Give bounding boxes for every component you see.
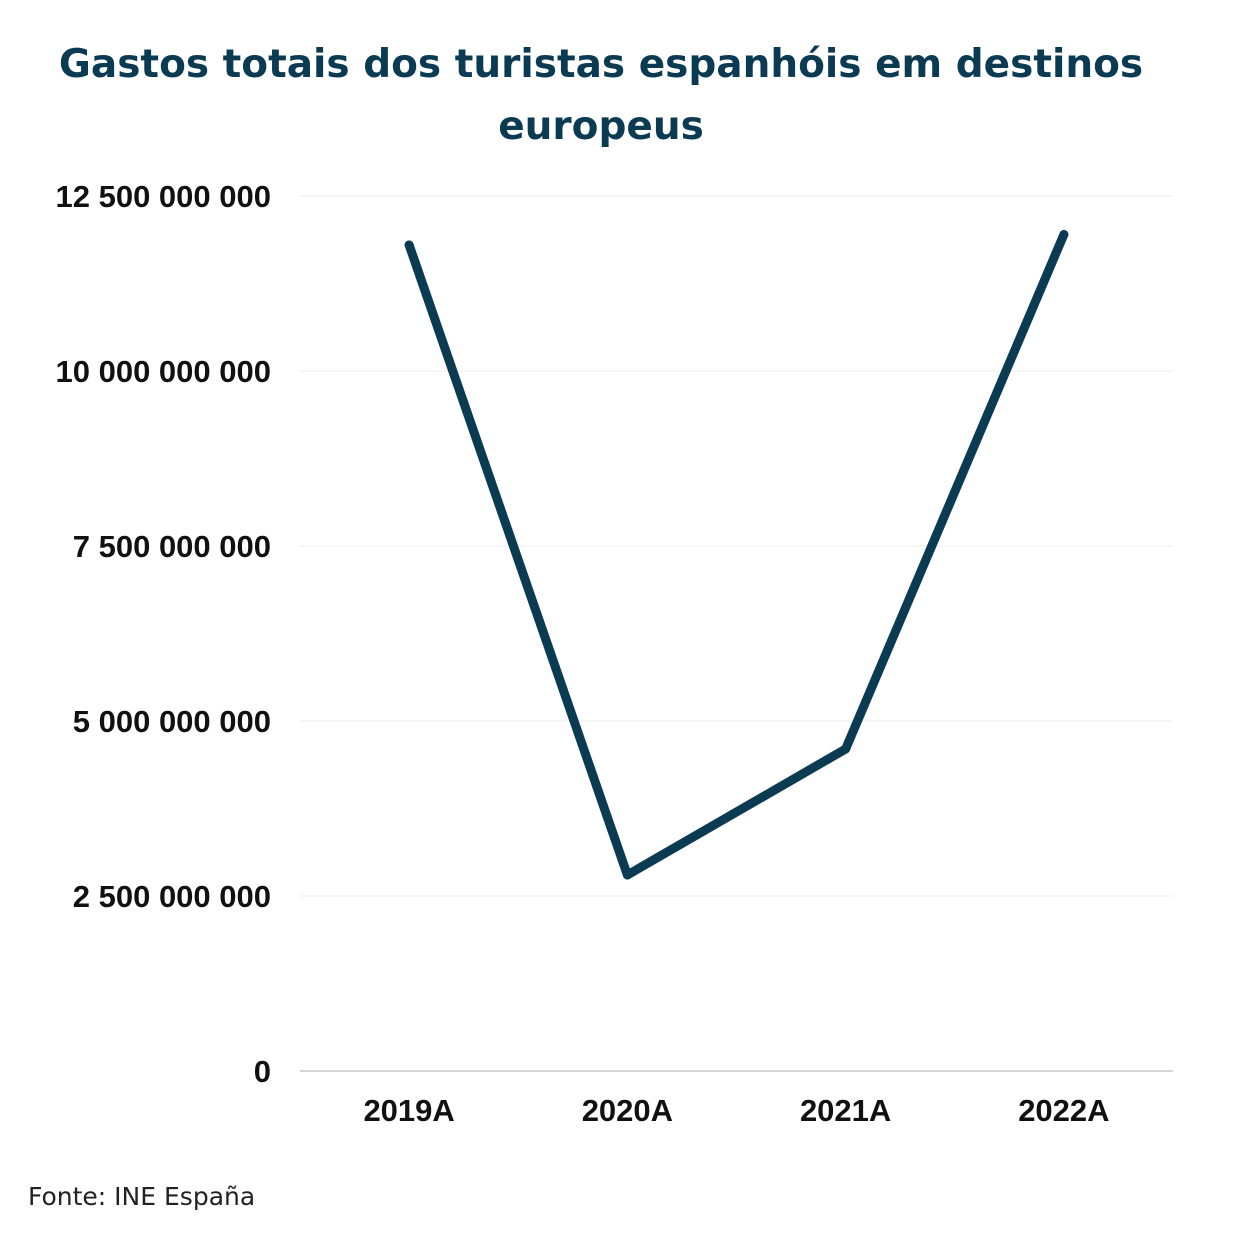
- y-tick-label: 10 000 000 000: [56, 354, 272, 389]
- chart-title: Gastos totais dos turistas espanhóis em …: [58, 42, 1144, 149]
- y-tick-label: 0: [254, 1054, 271, 1089]
- data-point: [404, 240, 414, 250]
- x-tick-label: 2022A: [1018, 1093, 1109, 1128]
- series-layer: [404, 230, 1069, 880]
- y-tick-label: 12 500 000 000: [56, 179, 272, 214]
- x-axis-ticks: 2019A 2020A 2021A 2022A: [363, 1093, 1109, 1128]
- source-note: Fonte: INE España: [28, 1182, 256, 1211]
- x-tick-label: 2019A: [363, 1093, 454, 1128]
- x-tick-label: 2020A: [582, 1093, 673, 1128]
- data-point: [841, 744, 851, 754]
- y-axis-ticks: 0 2 500 000 000 5 000 000 000 7 500 000 000…: [56, 179, 272, 1089]
- y-tick-label: 5 000 000 000: [73, 704, 271, 739]
- series-line: [404, 230, 1069, 880]
- gridlines: [300, 195, 1173, 1072]
- y-tick-label: 2 500 000 000: [73, 879, 271, 914]
- x-tick-label: 2021A: [800, 1093, 891, 1128]
- y-tick-label: 7 500 000 000: [73, 529, 271, 564]
- data-point: [1059, 230, 1069, 239]
- data-point: [622, 870, 632, 880]
